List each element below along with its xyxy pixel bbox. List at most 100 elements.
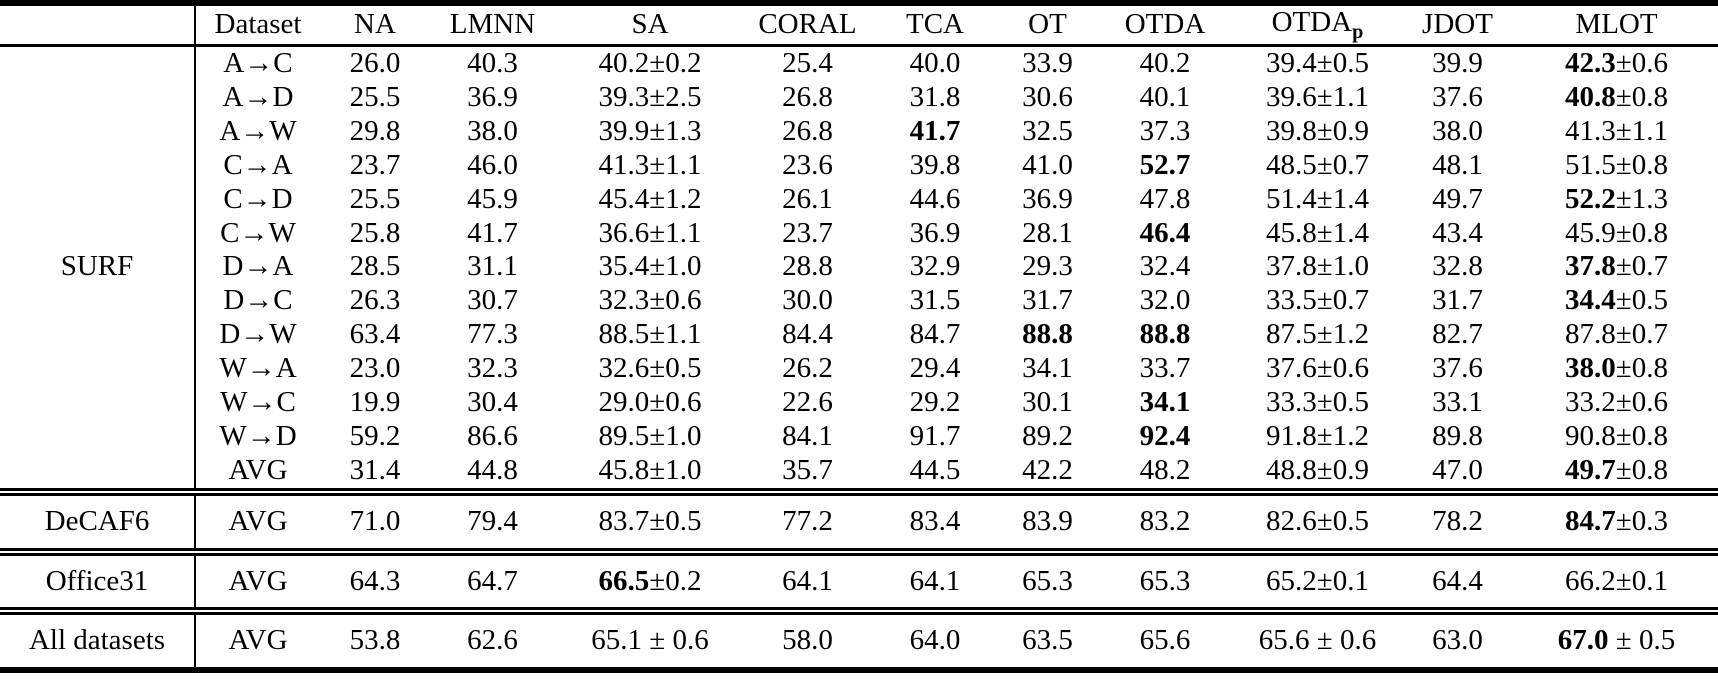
value-cell: 83.7±0.5 <box>555 487 745 552</box>
value-cell: 90.8±0.8 <box>1565 419 1668 452</box>
value-cell: 58.0 <box>745 607 870 671</box>
value-cell: 40.2 <box>1139 47 1191 80</box>
table-section-all-datasets: All datasets AVG 53.8 62.6 65.1 ± 0.6 58.0 64.… <box>0 607 1718 671</box>
value-cell: 63.5 <box>1000 607 1095 671</box>
value-cell: 32.5 <box>1022 114 1073 147</box>
column-header-sa: SA <box>555 3 745 48</box>
value-cell: 64.4 <box>1400 547 1515 612</box>
value-cell: 30.6 <box>1022 81 1073 113</box>
value-cell: 33.7 <box>1139 352 1191 385</box>
table-section-decaf6: DeCAF6 AVG 71.0 79.4 83.7±0.5 77.2 83.4 83.9 83.… <box>0 487 1718 552</box>
dataset-cell: W→A <box>219 352 297 385</box>
value-cell: 63.4 <box>349 318 401 351</box>
value-cell: 32.6±0.5 <box>598 352 702 385</box>
value-cell: 89.2 <box>1022 419 1073 452</box>
value-cell: 29.8 <box>349 114 401 147</box>
value-cell: 30.1 <box>1022 386 1073 419</box>
value-cell: 48.2 <box>1139 453 1191 486</box>
value-cell: 91.7 <box>909 419 961 452</box>
value-cell: 33.3±0.5 <box>1266 386 1369 419</box>
value-cell: 52.7 <box>1139 148 1191 181</box>
value-cell: 47.8 <box>1139 182 1191 215</box>
value-cell: 89.8 <box>1432 419 1483 452</box>
value-cell: 64.1 <box>745 547 870 612</box>
value-cell: 46.4 <box>1139 216 1191 249</box>
value-cell: 35.7 <box>782 453 833 486</box>
value-cell: 87.8±0.7 <box>1565 318 1668 351</box>
dataset-cell: C→D <box>223 182 293 215</box>
table-row: C→A 23.7 46.0 41.3±1.1 23.6 39.8 41.0 52.7 48.5±… <box>0 149 1718 183</box>
value-cell: 39.9±1.3 <box>598 114 702 147</box>
table-row: SURF A→C 26.0 40.3 40.2±0.2 25.4 40.0 33.9 40.2 3… <box>0 45 1718 492</box>
dataset-cell: W→C <box>220 386 296 419</box>
table-header: Dataset NA LMNN SA CORAL TCA OT OTDA OTDAp JDOT ML… <box>0 3 1718 48</box>
value-cell: 26.3 <box>349 284 401 317</box>
value-cell: 59.2 <box>349 419 401 452</box>
value-cell: 25.8 <box>349 216 401 249</box>
value-cell: 38.0 <box>467 114 518 147</box>
value-cell: 28.1 <box>1022 216 1073 249</box>
table-row: W→C 19.9 30.4 29.0±0.6 22.6 29.2 30.1 34.1 33.3±… <box>0 386 1718 420</box>
value-cell: 88.8 <box>1022 318 1073 351</box>
value-cell: 79.4 <box>430 487 555 552</box>
column-header-mlot: MLOT <box>1515 3 1718 48</box>
dataset-cell: A→C <box>223 47 293 80</box>
value-cell: 39.6±1.1 <box>1266 81 1369 113</box>
value-cell: 25.4 <box>782 47 833 80</box>
dataset-cell: C→W <box>220 216 296 249</box>
dataset-cell: AVG <box>195 547 320 612</box>
value-cell: 64.7 <box>430 547 555 612</box>
group-label: All datasets <box>0 607 196 671</box>
corner-cell <box>0 3 196 48</box>
value-cell: 41.3±1.1 <box>598 148 702 181</box>
value-cell: 63.0 <box>1400 607 1515 671</box>
group-label: Office31 <box>0 547 196 612</box>
value-cell: 89.5±1.0 <box>598 419 702 452</box>
value-cell: 37.6 <box>1432 81 1483 113</box>
dataset-cell: AVG <box>195 607 320 671</box>
value-cell: 48.5±0.7 <box>1266 148 1369 181</box>
value-cell: 65.6 <box>1095 607 1235 671</box>
value-cell: 45.4±1.2 <box>598 182 702 215</box>
value-cell: 36.9 <box>909 216 961 249</box>
table-row: AVG 31.4 44.8 45.8±1.0 35.7 44.5 42.2 48.2 48.8±… <box>0 454 1718 492</box>
value-cell: 30.4 <box>467 386 518 419</box>
value-cell: 44.6 <box>909 182 961 215</box>
value-cell: 32.9 <box>909 250 961 283</box>
column-header-dataset: Dataset <box>195 3 320 48</box>
value-cell: 29.2 <box>909 386 961 419</box>
value-cell: 32.8 <box>1432 250 1483 283</box>
value-cell: 41.0 <box>1022 148 1073 181</box>
value-cell: 64.0 <box>870 607 1000 671</box>
column-header-otdap: OTDAp <box>1235 3 1400 48</box>
value-cell: 44.5 <box>909 453 961 486</box>
value-cell: 42.2 <box>1022 453 1073 486</box>
value-cell: 39.3±2.5 <box>598 81 702 113</box>
value-cell: 32.4 <box>1139 250 1191 283</box>
value-cell: 38.0±0.8 <box>1565 352 1668 385</box>
value-cell: 40.2±0.2 <box>598 47 702 80</box>
column-header-tca: TCA <box>870 3 1000 48</box>
value-cell: 51.5±0.8 <box>1565 148 1668 181</box>
value-cell: 30.7 <box>467 284 518 317</box>
value-cell: 29.4 <box>909 352 961 385</box>
value-cell: 39.8 <box>909 148 961 181</box>
column-header-jdot: JDOT <box>1400 3 1515 48</box>
value-cell: 64.1 <box>870 547 1000 612</box>
column-header-na: NA <box>320 3 430 48</box>
value-cell: 31.7 <box>1022 284 1073 317</box>
value-cell: 31.4 <box>349 453 401 486</box>
value-cell: 44.8 <box>467 453 518 486</box>
value-cell: 26.8 <box>782 81 833 113</box>
value-cell: 47.0 <box>1432 453 1483 486</box>
table-row: DeCAF6 AVG 71.0 79.4 83.7±0.5 77.2 83.4 83.9 83.… <box>0 487 1718 552</box>
value-cell: 23.6 <box>782 148 833 181</box>
value-cell: 45.8±1.4 <box>1266 216 1369 249</box>
value-cell: 66.5±0.2 <box>555 547 745 612</box>
value-cell: 31.8 <box>909 81 961 113</box>
group-label: SURF <box>0 45 196 492</box>
value-cell: 84.1 <box>782 419 833 452</box>
value-cell: 88.5±1.1 <box>598 318 702 351</box>
value-cell: 31.5 <box>909 284 961 317</box>
value-cell: 45.9±0.8 <box>1565 216 1668 249</box>
